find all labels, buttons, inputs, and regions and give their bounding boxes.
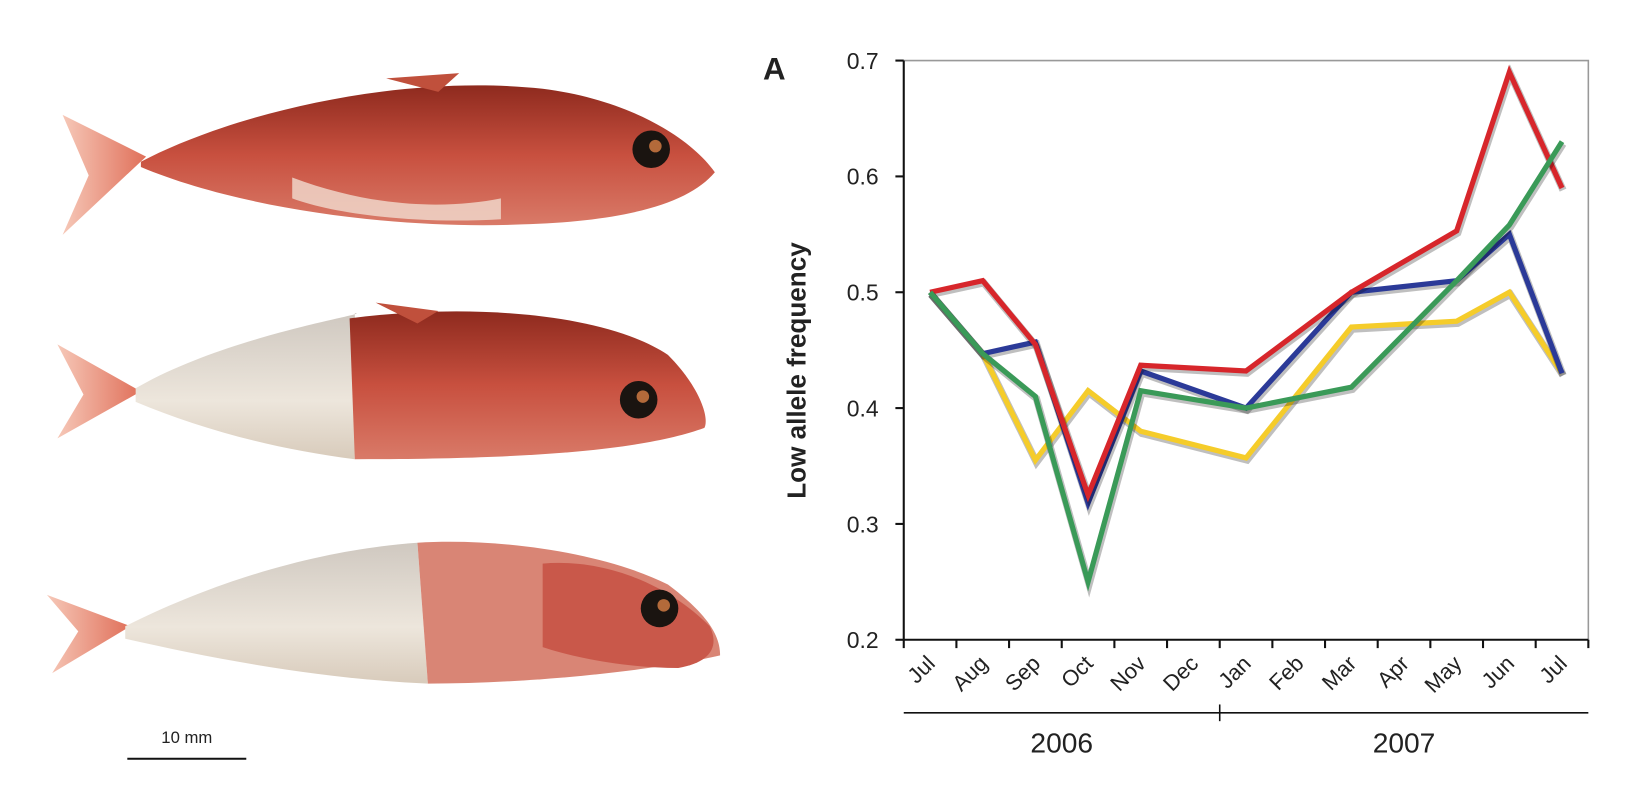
line xyxy=(928,229,1565,511)
x-tick-label: Aug xyxy=(947,651,992,696)
panel-label: A xyxy=(763,51,786,86)
x-tick-label: Sep xyxy=(1000,651,1045,696)
x-tick-label: Oct xyxy=(1056,651,1098,693)
line xyxy=(928,288,1565,466)
y-tick-label: 0.3 xyxy=(847,511,879,537)
y-tick-label: 0.7 xyxy=(847,48,879,74)
x-tick-label: Nov xyxy=(1105,651,1150,696)
x-tick-label: Apr xyxy=(1372,651,1414,693)
x-tick-label: May xyxy=(1420,651,1467,698)
line xyxy=(928,140,1565,592)
x-tick-label: Mar xyxy=(1317,651,1361,695)
fish-photo xyxy=(46,541,721,684)
x-tick-label: Jan xyxy=(1213,651,1256,694)
x-tick-label: Jun xyxy=(1476,651,1519,694)
plot-frame xyxy=(903,59,1590,640)
y-tick-label: 0.2 xyxy=(847,627,879,653)
line xyxy=(929,65,1565,503)
x-tick-label: Feb xyxy=(1264,651,1308,695)
scale-bar-label: 10 mm xyxy=(161,728,212,747)
x-tick-label: Dec xyxy=(1158,651,1203,696)
y-tick-label: 0.4 xyxy=(847,395,879,421)
y-tick-label: 0.5 xyxy=(847,280,879,306)
group-label: 2006 xyxy=(1030,726,1093,758)
fish-photo xyxy=(62,73,715,235)
x-tick-label: Jul xyxy=(1534,651,1571,688)
x-tick-label: Jul xyxy=(902,651,939,688)
y-axis-label: Low allele frequency xyxy=(782,242,812,499)
y-tick-label: 0.6 xyxy=(847,164,879,190)
fish-photo xyxy=(57,302,706,460)
group-label: 2007 xyxy=(1373,726,1436,758)
